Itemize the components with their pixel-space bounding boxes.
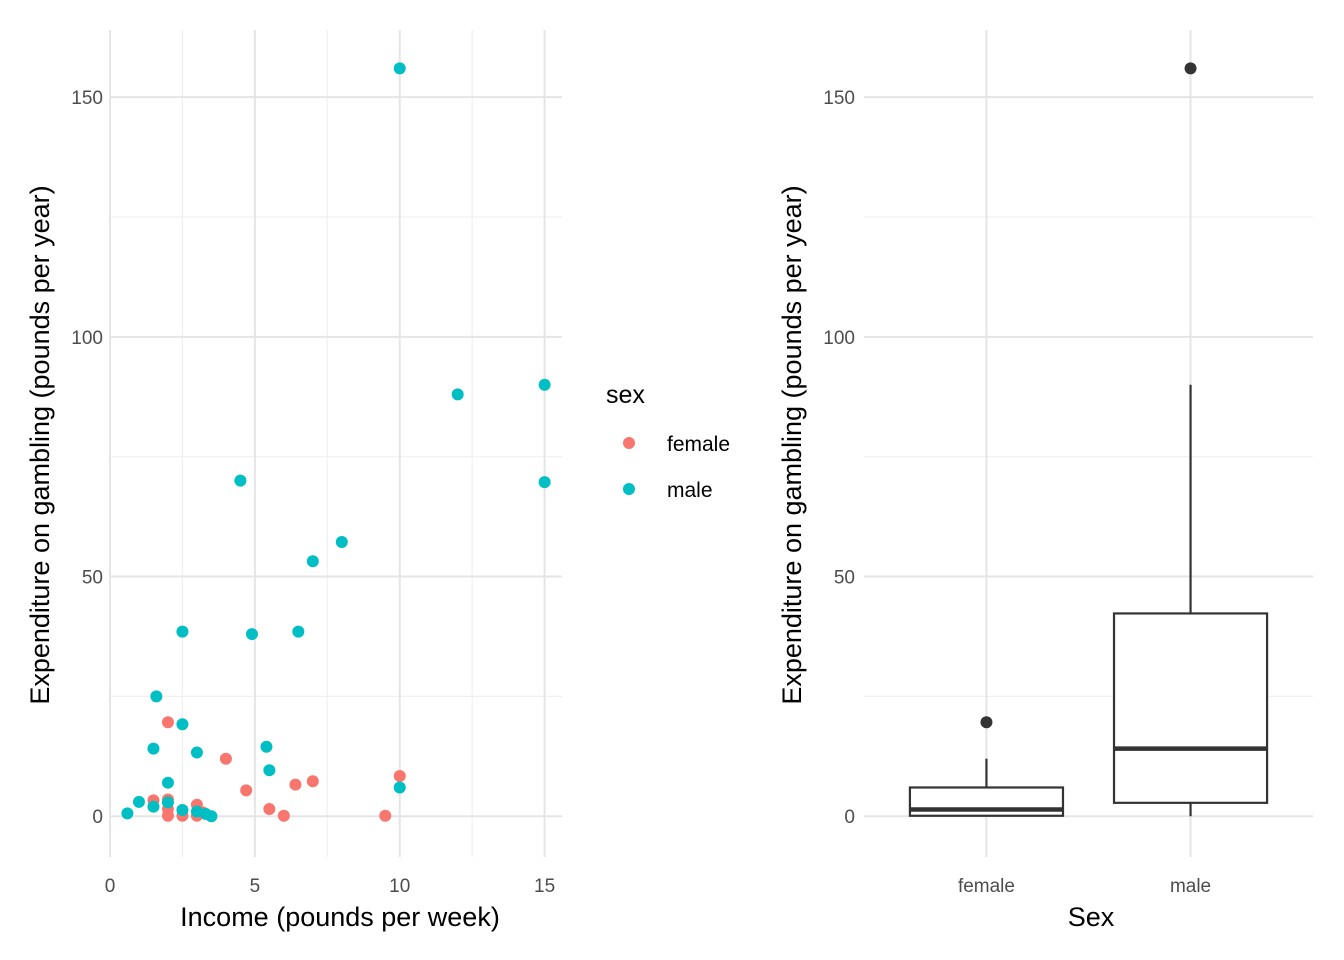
scatter-point-female	[306, 775, 319, 788]
scatter-point-female	[161, 716, 174, 729]
scatter-point-female	[289, 778, 302, 791]
scatter-point-male	[176, 804, 189, 817]
scatter-point-male	[121, 807, 134, 820]
scatter-point-male	[147, 800, 160, 813]
scatter-y-tick-labels: 0 50 100 150	[71, 88, 103, 828]
scatter-point-female	[393, 769, 406, 782]
y-tick-label: 50	[834, 568, 855, 589]
box-male	[1112, 612, 1269, 804]
scatter-point-male	[176, 718, 189, 731]
y-tick-label: 150	[823, 88, 855, 109]
scatter-y-axis-title: Expenditure on gambling (pounds per year…	[25, 185, 55, 704]
scatter-point-male	[538, 378, 551, 391]
scatter-point-male	[176, 625, 189, 638]
outlier-point-male	[1184, 62, 1197, 75]
x-tick-label: 0	[105, 876, 116, 897]
x-tick-label-female: female	[958, 876, 1015, 897]
y-tick-label: 0	[92, 807, 103, 828]
legend-label-male: male	[667, 479, 713, 502]
scatter-x-axis-title: Income (pounds per week)	[180, 902, 500, 932]
scatter-point-male	[393, 62, 406, 75]
x-tick-label: 10	[389, 876, 410, 897]
scatter-point-male	[190, 746, 203, 759]
boxplot-panel: female male 0 50 100 150 Sex Expenditure on …	[777, 30, 1313, 932]
legend-key-male	[623, 483, 635, 495]
scatter-point-female	[277, 809, 290, 822]
scatter-point-male	[161, 776, 174, 789]
x-tick-label: 5	[250, 876, 261, 897]
scatter-point-male	[451, 388, 464, 401]
scatter-point-male	[132, 795, 145, 808]
boxplot-y-axis-title: Expenditure on gambling (pounds per year…	[777, 185, 807, 704]
scatter-point-male	[245, 628, 258, 641]
boxplot-boxes	[908, 62, 1269, 817]
legend-title: sex	[606, 381, 645, 409]
scatter-point-male	[234, 474, 247, 487]
outlier-point-female	[980, 716, 993, 729]
scatter-point-male	[263, 764, 276, 777]
scatter-point-female	[263, 803, 276, 816]
scatter-point-male	[292, 625, 305, 638]
scatter-point-female	[379, 809, 392, 822]
scatter-point-male	[393, 781, 406, 794]
scatter-gridlines	[109, 30, 562, 857]
boxplot-x-tick-labels: female male	[958, 876, 1211, 897]
legend-key-female	[623, 437, 635, 449]
scatter-point-female	[161, 809, 174, 822]
scatter-point-male	[161, 796, 174, 809]
scatter-point-male	[538, 476, 551, 489]
boxplot-y-tick-labels: 0 50 100 150	[823, 88, 855, 828]
scatter-points	[121, 62, 551, 823]
boxplot-x-axis-title: Sex	[1068, 902, 1115, 932]
scatter-point-male	[306, 555, 319, 568]
x-tick-label-male: male	[1170, 876, 1211, 897]
scatter-point-male	[205, 810, 218, 823]
x-tick-label: 15	[534, 876, 555, 897]
y-tick-label: 0	[844, 807, 855, 828]
scatter-panel: 0 5 10 15 0 50 100 150 Income (pounds per week…	[25, 30, 562, 932]
legend: sex female male	[606, 381, 730, 502]
y-tick-label: 150	[71, 88, 103, 109]
scatter-point-male	[260, 740, 273, 753]
y-tick-label: 100	[823, 328, 855, 349]
scatter-point-male	[147, 742, 160, 755]
scatter-x-tick-labels: 0 5 10 15	[105, 876, 555, 897]
scatter-point-male	[150, 690, 163, 703]
legend-label-female: female	[667, 433, 730, 456]
scatter-point-female	[219, 752, 232, 765]
y-tick-label: 100	[71, 328, 103, 349]
scatter-point-male	[335, 536, 348, 549]
scatter-point-female	[240, 784, 253, 797]
y-tick-label: 50	[82, 568, 103, 589]
